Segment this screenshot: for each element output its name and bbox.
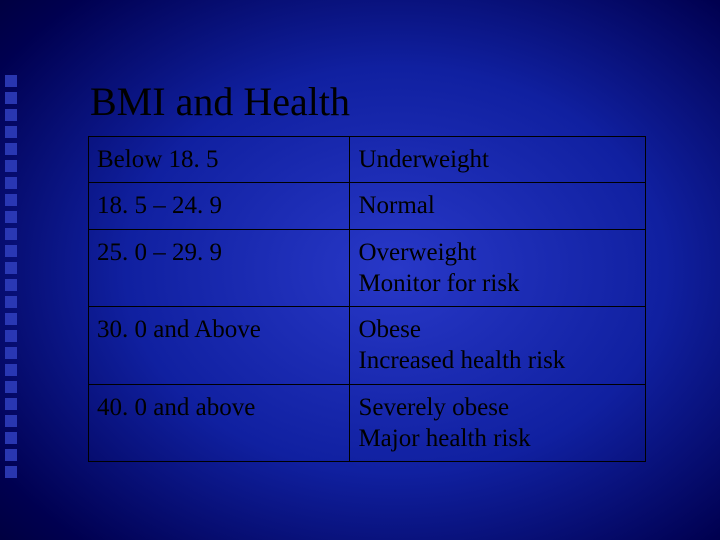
bmi-category-cell: Severely obeseMajor health risk	[350, 384, 646, 462]
table-row: 25. 0 – 29. 9OverweightMonitor for risk	[89, 229, 646, 307]
bullet-square	[5, 177, 17, 189]
bullet-square	[5, 109, 17, 121]
bmi-category-cell: Normal	[350, 183, 646, 229]
table-row: Below 18. 5Underweight	[89, 137, 646, 183]
bullet-square	[5, 262, 17, 274]
bullet-square	[5, 228, 17, 240]
bullet-square	[5, 381, 17, 393]
bullet-square	[5, 194, 17, 206]
table-row: 40. 0 and aboveSeverely obeseMajor healt…	[89, 384, 646, 462]
bullet-square	[5, 126, 17, 138]
bmi-range-cell: 25. 0 – 29. 9	[89, 229, 350, 307]
bmi-category-cell: OverweightMonitor for risk	[350, 229, 646, 307]
bullet-square	[5, 364, 17, 376]
bmi-range-cell: Below 18. 5	[89, 137, 350, 183]
bullet-square	[5, 160, 17, 172]
bullet-square	[5, 313, 17, 325]
decorative-bullet-strip	[5, 75, 19, 478]
bmi-range-cell: 30. 0 and Above	[89, 307, 350, 385]
bullet-square	[5, 92, 17, 104]
table-row: 18. 5 – 24. 9Normal	[89, 183, 646, 229]
bullet-square	[5, 415, 17, 427]
bullet-square	[5, 279, 17, 291]
bullet-square	[5, 432, 17, 444]
slide-title: BMI and Health	[90, 78, 350, 125]
bullet-square	[5, 143, 17, 155]
bmi-range-cell: 18. 5 – 24. 9	[89, 183, 350, 229]
bullet-square	[5, 398, 17, 410]
bmi-category-cell: Underweight	[350, 137, 646, 183]
bullet-square	[5, 75, 17, 87]
bullet-square	[5, 466, 17, 478]
bullet-square	[5, 211, 17, 223]
bullet-square	[5, 245, 17, 257]
table-row: 30. 0 and AboveObeseIncreased health ris…	[89, 307, 646, 385]
bullet-square	[5, 330, 17, 342]
bmi-table: Below 18. 5Underweight18. 5 – 24. 9Norma…	[88, 136, 646, 462]
bmi-category-cell: ObeseIncreased health risk	[350, 307, 646, 385]
bmi-range-cell: 40. 0 and above	[89, 384, 350, 462]
bullet-square	[5, 296, 17, 308]
bullet-square	[5, 347, 17, 359]
bullet-square	[5, 449, 17, 461]
